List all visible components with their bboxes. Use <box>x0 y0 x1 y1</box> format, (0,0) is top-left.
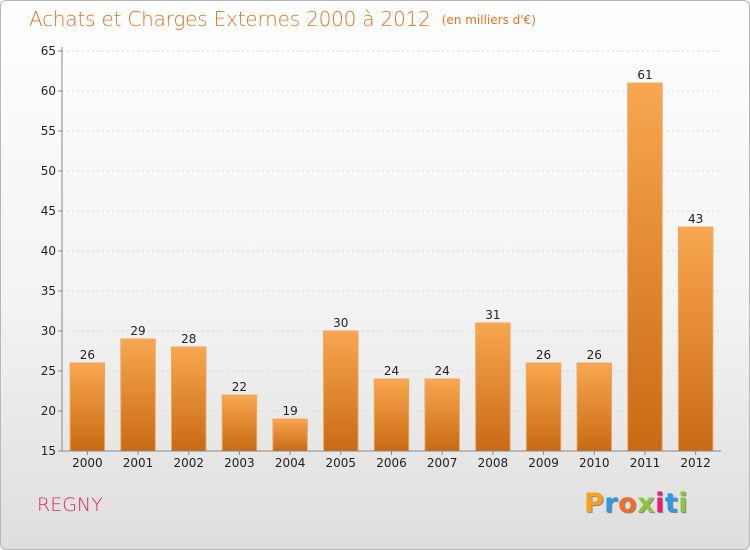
value-label-2009: 26 <box>536 348 551 362</box>
grid-lines <box>62 50 721 412</box>
logo-letter: P <box>584 488 605 519</box>
axes <box>58 47 721 455</box>
logo-letter: i <box>655 488 665 519</box>
value-label-2004: 19 <box>282 404 297 418</box>
x-tick-label-2000: 2000 <box>72 456 103 470</box>
value-label-2011: 61 <box>637 68 652 82</box>
x-tick-label-2004: 2004 <box>275 456 306 470</box>
value-label-2000: 26 <box>80 348 95 362</box>
value-label-2006: 24 <box>384 364 399 378</box>
logo-letter: o <box>618 488 638 519</box>
bar-2003 <box>221 394 258 452</box>
x-tick-label-2006: 2006 <box>376 456 407 470</box>
y-tick-label-40: 40 <box>41 244 56 258</box>
value-label-2001: 29 <box>130 324 145 338</box>
value-label-2012: 43 <box>688 212 703 226</box>
x-tick-label-2002: 2002 <box>173 456 204 470</box>
x-tick-label-2012: 2012 <box>680 456 711 470</box>
logo-letter: i <box>678 488 689 519</box>
x-tick-label-2009: 2009 <box>528 456 559 470</box>
bar-2007 <box>424 378 460 452</box>
bar-2002 <box>170 346 207 452</box>
chart-title-main: Achats et Charges Externes 2000 à 2012 <box>29 7 431 31</box>
y-tick-label-65: 65 <box>41 44 56 58</box>
logo-letter: x <box>637 488 656 519</box>
value-label-2003: 22 <box>232 380 247 394</box>
bar-2008 <box>475 322 511 452</box>
value-label-2005: 30 <box>333 316 348 330</box>
y-tick-label-25: 25 <box>41 364 56 378</box>
x-tick-label-2010: 2010 <box>579 456 610 470</box>
bar-2001 <box>120 338 156 452</box>
x-tick-label-2007: 2007 <box>427 456 458 470</box>
y-tick-label-45: 45 <box>41 204 56 218</box>
y-tick-label-35: 35 <box>41 284 56 298</box>
x-tick-label-2008: 2008 <box>478 456 509 470</box>
bar-2005 <box>323 330 359 452</box>
bar-2009 <box>525 362 562 452</box>
bar-2011 <box>627 82 663 452</box>
chart-title-unit: (en milliers d'€) <box>441 13 536 27</box>
y-tick-label-30: 30 <box>41 324 56 338</box>
value-label-2007: 24 <box>435 364 450 378</box>
y-tick-label-50: 50 <box>41 164 56 178</box>
logo-letter: t <box>664 488 679 519</box>
value-label-2008: 31 <box>485 308 500 322</box>
proxiti-logo: Proxiti <box>584 488 688 519</box>
y-tick-label-60: 60 <box>41 84 56 98</box>
logo-letter: r <box>604 488 619 519</box>
labels: 15 20 25 30 35 40 45 50 55 60 65 26 2000 29 2001 28 2002… <box>41 44 711 470</box>
bar-2006 <box>373 378 410 452</box>
bar-2010 <box>576 362 613 452</box>
x-tick-label-2011: 2011 <box>630 456 661 470</box>
value-label-2010: 26 <box>587 348 602 362</box>
value-label-2002: 28 <box>181 332 196 346</box>
bar-2004 <box>272 418 308 452</box>
bar-2000 <box>69 362 106 452</box>
x-tick-label-2003: 2003 <box>224 456 255 470</box>
y-tick-label-20: 20 <box>41 404 56 418</box>
chart-title: Achats et Charges Externes 2000 à 2012 (… <box>29 7 536 31</box>
y-tick-label-55: 55 <box>41 124 56 138</box>
y-tick-label-15: 15 <box>41 444 56 458</box>
bars <box>69 82 714 452</box>
bar-2012 <box>677 226 714 452</box>
place-name: REGNY <box>37 494 103 516</box>
x-tick-label-2005: 2005 <box>326 456 357 470</box>
x-tick-label-2001: 2001 <box>123 456 154 470</box>
